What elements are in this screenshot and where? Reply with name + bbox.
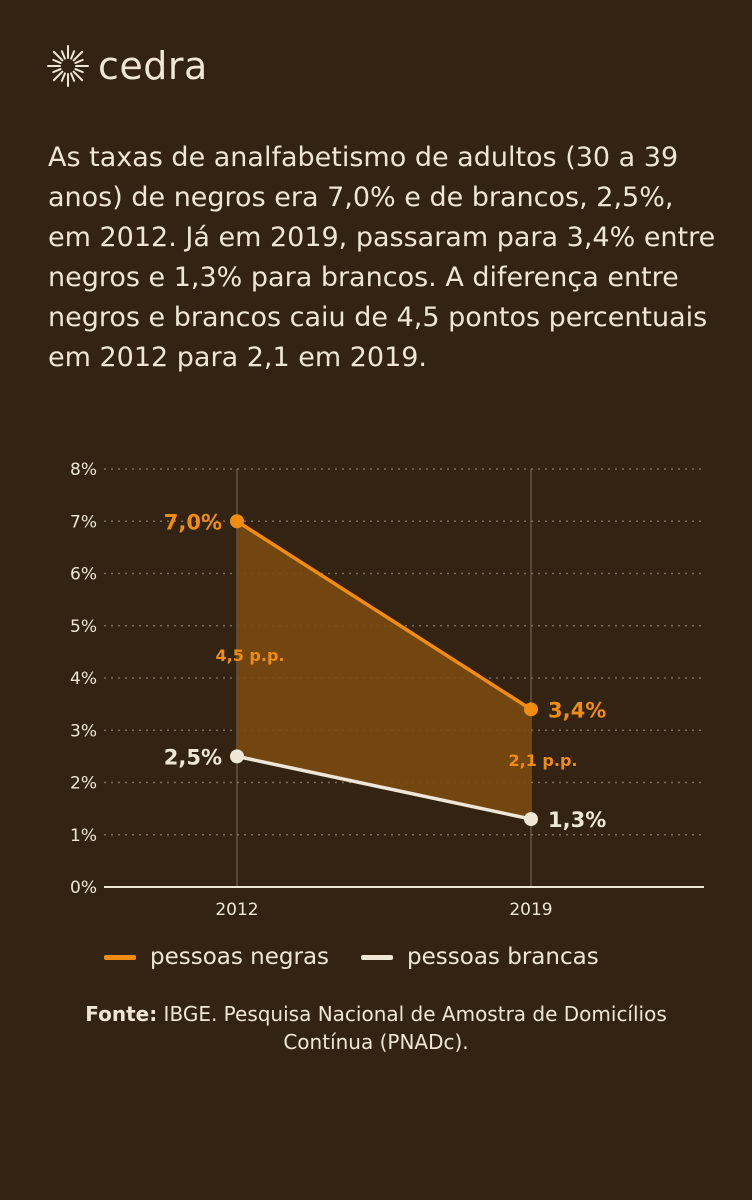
data-point bbox=[230, 514, 244, 529]
source-label: Fonte: bbox=[85, 1002, 158, 1026]
sunburst-icon bbox=[47, 45, 89, 87]
legend-swatch-negras bbox=[104, 954, 136, 960]
gap-annotation: 4,5 p.p. bbox=[216, 646, 285, 665]
legend-label-negras: pessoas negras bbox=[150, 944, 330, 970]
y-tick-labels: 0% 1% 2% 3% 4% 5% 6% 7% 8% bbox=[70, 460, 97, 898]
y-tick-label: 3% bbox=[70, 721, 97, 741]
legend-item-negras: pessoas negras bbox=[104, 944, 329, 970]
data-point bbox=[230, 749, 244, 764]
line-chart: 0% 1% 2% 3% 4% 5% 6% 7% 8% 2012 2019 7,0% 3,4% 2,5%… bbox=[70, 460, 704, 920]
y-tick-label: 5% bbox=[70, 617, 97, 637]
y-tick-label: 4% bbox=[70, 669, 97, 689]
legend: pessoas negras pessoas brancas bbox=[104, 944, 631, 970]
data-label: 7,0% bbox=[164, 510, 222, 534]
intro-text: As taxas de analfabetismo de adultos (30… bbox=[48, 142, 716, 373]
x-tick-labels: 2012 2019 bbox=[215, 900, 552, 920]
source-note: Fonte: IBGE. Pesquisa Nacional de Amostr… bbox=[40, 1000, 712, 1056]
brand-name: cedra bbox=[98, 44, 208, 88]
y-tick-label: 2% bbox=[70, 774, 97, 794]
y-tick-label: 1% bbox=[70, 826, 97, 846]
y-tick-label: 0% bbox=[70, 878, 97, 898]
source-text: IBGE. Pesquisa Nacional de Amostra de Do… bbox=[163, 1002, 667, 1054]
series-line-brancas bbox=[236, 754, 532, 821]
gap-area bbox=[237, 521, 531, 820]
data-point bbox=[524, 812, 538, 827]
y-tick-label: 6% bbox=[70, 565, 97, 585]
gap-annotation: 2,1 p.p. bbox=[509, 751, 578, 770]
brand-logo: cedra bbox=[46, 44, 208, 88]
series-line-negras bbox=[236, 519, 532, 711]
x-tick-label: 2019 bbox=[509, 900, 552, 920]
data-label: 1,3% bbox=[548, 808, 606, 832]
annotations: 4,5 p.p. 2,1 p.p. bbox=[216, 646, 578, 770]
grid-lines bbox=[104, 468, 704, 836]
data-point bbox=[524, 702, 538, 717]
legend-swatch-brancas bbox=[361, 954, 394, 960]
data-label: 2,5% bbox=[164, 745, 222, 769]
legend-label-brancas: pessoas brancas bbox=[407, 944, 599, 970]
data-label: 3,4% bbox=[548, 698, 606, 722]
series: 7,0% 3,4% 2,5% 1,3% bbox=[164, 510, 607, 832]
y-tick-label: 8% bbox=[70, 460, 97, 480]
x-tick-label: 2012 bbox=[215, 900, 258, 920]
legend-item-brancas: pessoas brancas bbox=[361, 944, 599, 970]
y-tick-label: 7% bbox=[70, 512, 97, 532]
